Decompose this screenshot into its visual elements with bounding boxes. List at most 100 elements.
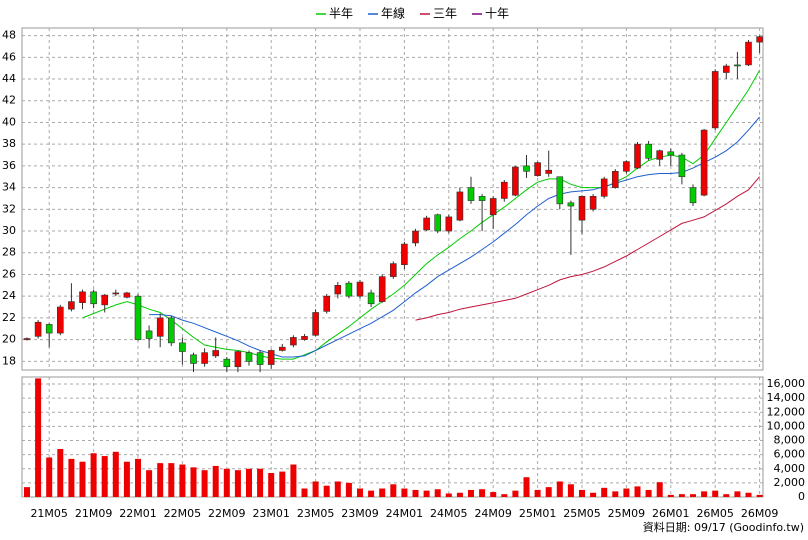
volume-bar (734, 491, 741, 497)
volume-bar (246, 468, 252, 497)
candle-body (711, 71, 719, 129)
x-tick-label: 21M05 (30, 507, 68, 520)
candle-body (345, 282, 353, 297)
candle-body (523, 165, 530, 172)
volume-bar (479, 489, 486, 497)
volume-bar (412, 489, 419, 497)
y-tick-label: 34 (2, 181, 16, 194)
candle-body (445, 216, 453, 232)
candle-body (123, 292, 131, 298)
volume-bar (312, 481, 319, 497)
volume-bar (445, 493, 452, 497)
candle-body (456, 191, 464, 221)
x-tick-label: 23M01 (252, 507, 290, 520)
candle-body (678, 154, 686, 178)
y-tick-label: 30 (2, 224, 16, 237)
candle-body (56, 306, 64, 334)
y2-tick-label: 14,000 (767, 391, 806, 404)
y-tick-label: 40 (2, 115, 16, 128)
x-tick-label: 24M09 (474, 507, 512, 520)
volume-bar (623, 488, 630, 497)
volume-bar (268, 473, 275, 497)
y2-tick-label: 4,000 (774, 462, 806, 475)
volume-bar (79, 461, 86, 497)
volume-bar (157, 463, 164, 497)
candle-body (545, 169, 553, 174)
candle-body (378, 276, 386, 302)
x-tick-label: 21M09 (75, 507, 113, 520)
legend-label: 半年 (329, 7, 353, 21)
y-tick-label: 22 (2, 311, 16, 324)
volume-bar (490, 492, 497, 497)
volume-bar (667, 494, 674, 497)
candle-body (201, 352, 208, 364)
y-tick-label: 38 (2, 137, 16, 150)
volume-bar (390, 484, 397, 497)
volume-bar (612, 491, 619, 497)
y-tick-label: 18 (2, 354, 16, 367)
candle-body (90, 291, 97, 305)
candle-body (234, 351, 242, 368)
volume-bar (90, 453, 97, 497)
candle-body (168, 317, 175, 344)
x-tick-label: 26M01 (652, 507, 690, 520)
y-tick-label: 26 (2, 267, 16, 280)
candle-body (656, 150, 664, 160)
candle-body (290, 337, 297, 346)
candle-body (256, 352, 264, 365)
x-tick-label: 24M01 (386, 507, 424, 520)
y2-tick-label: 12,000 (767, 405, 806, 418)
volume-bar (523, 477, 530, 497)
volume-bar (712, 490, 719, 497)
volume-bar (279, 471, 286, 497)
candle-body (145, 330, 153, 339)
candle-body (478, 195, 486, 201)
volume-bar (234, 470, 241, 497)
candle-body (412, 230, 419, 244)
candle-body (245, 352, 253, 362)
x-tick-label: 26M05 (696, 507, 734, 520)
volume-bar (323, 485, 330, 497)
candle-body (401, 243, 408, 265)
candle-body (267, 350, 275, 365)
candle-body (34, 321, 42, 337)
volume-bar (678, 494, 685, 497)
y-tick-label: 32 (2, 202, 16, 215)
ma-line (415, 176, 760, 321)
candle-body (512, 166, 519, 196)
volume-bar (201, 470, 208, 497)
volume-bar (301, 488, 308, 497)
volume-bar (345, 482, 352, 497)
y2-tick-label: 6,000 (774, 448, 806, 461)
volume-bar (545, 487, 552, 497)
volume-bar (423, 490, 430, 497)
volume-bar (745, 492, 752, 497)
candle-body (689, 187, 697, 204)
candle-body (301, 336, 308, 340)
candle-body (645, 143, 652, 159)
footer: 資料日期: 09/17 (Goodinfo.tw) (643, 520, 804, 534)
y-tick-label: 28 (2, 246, 16, 259)
y2-tick-label: 10,000 (767, 419, 806, 432)
x-tick-label: 22M09 (208, 507, 246, 520)
volume-bar (24, 487, 30, 497)
candle-body (634, 143, 641, 169)
volume-bar (456, 492, 463, 497)
candle-body (734, 64, 741, 67)
volume-bar (534, 489, 541, 497)
volume-bar (656, 482, 663, 497)
candle-body (190, 354, 197, 364)
candle-body (434, 214, 442, 232)
x-tick-label: 22M01 (119, 507, 157, 520)
x-tick-label: 25M05 (563, 507, 601, 520)
volume-bar (512, 490, 519, 497)
y-tick-label: 46 (2, 50, 16, 63)
x-tick-label: 25M09 (608, 507, 646, 520)
candle-body (745, 41, 752, 66)
volume-bar (468, 489, 474, 497)
candle-body (112, 292, 120, 295)
candle-body (23, 338, 31, 340)
volume-bar (601, 487, 608, 497)
volume-bar (434, 489, 441, 497)
legend-label: 年線 (381, 6, 405, 21)
